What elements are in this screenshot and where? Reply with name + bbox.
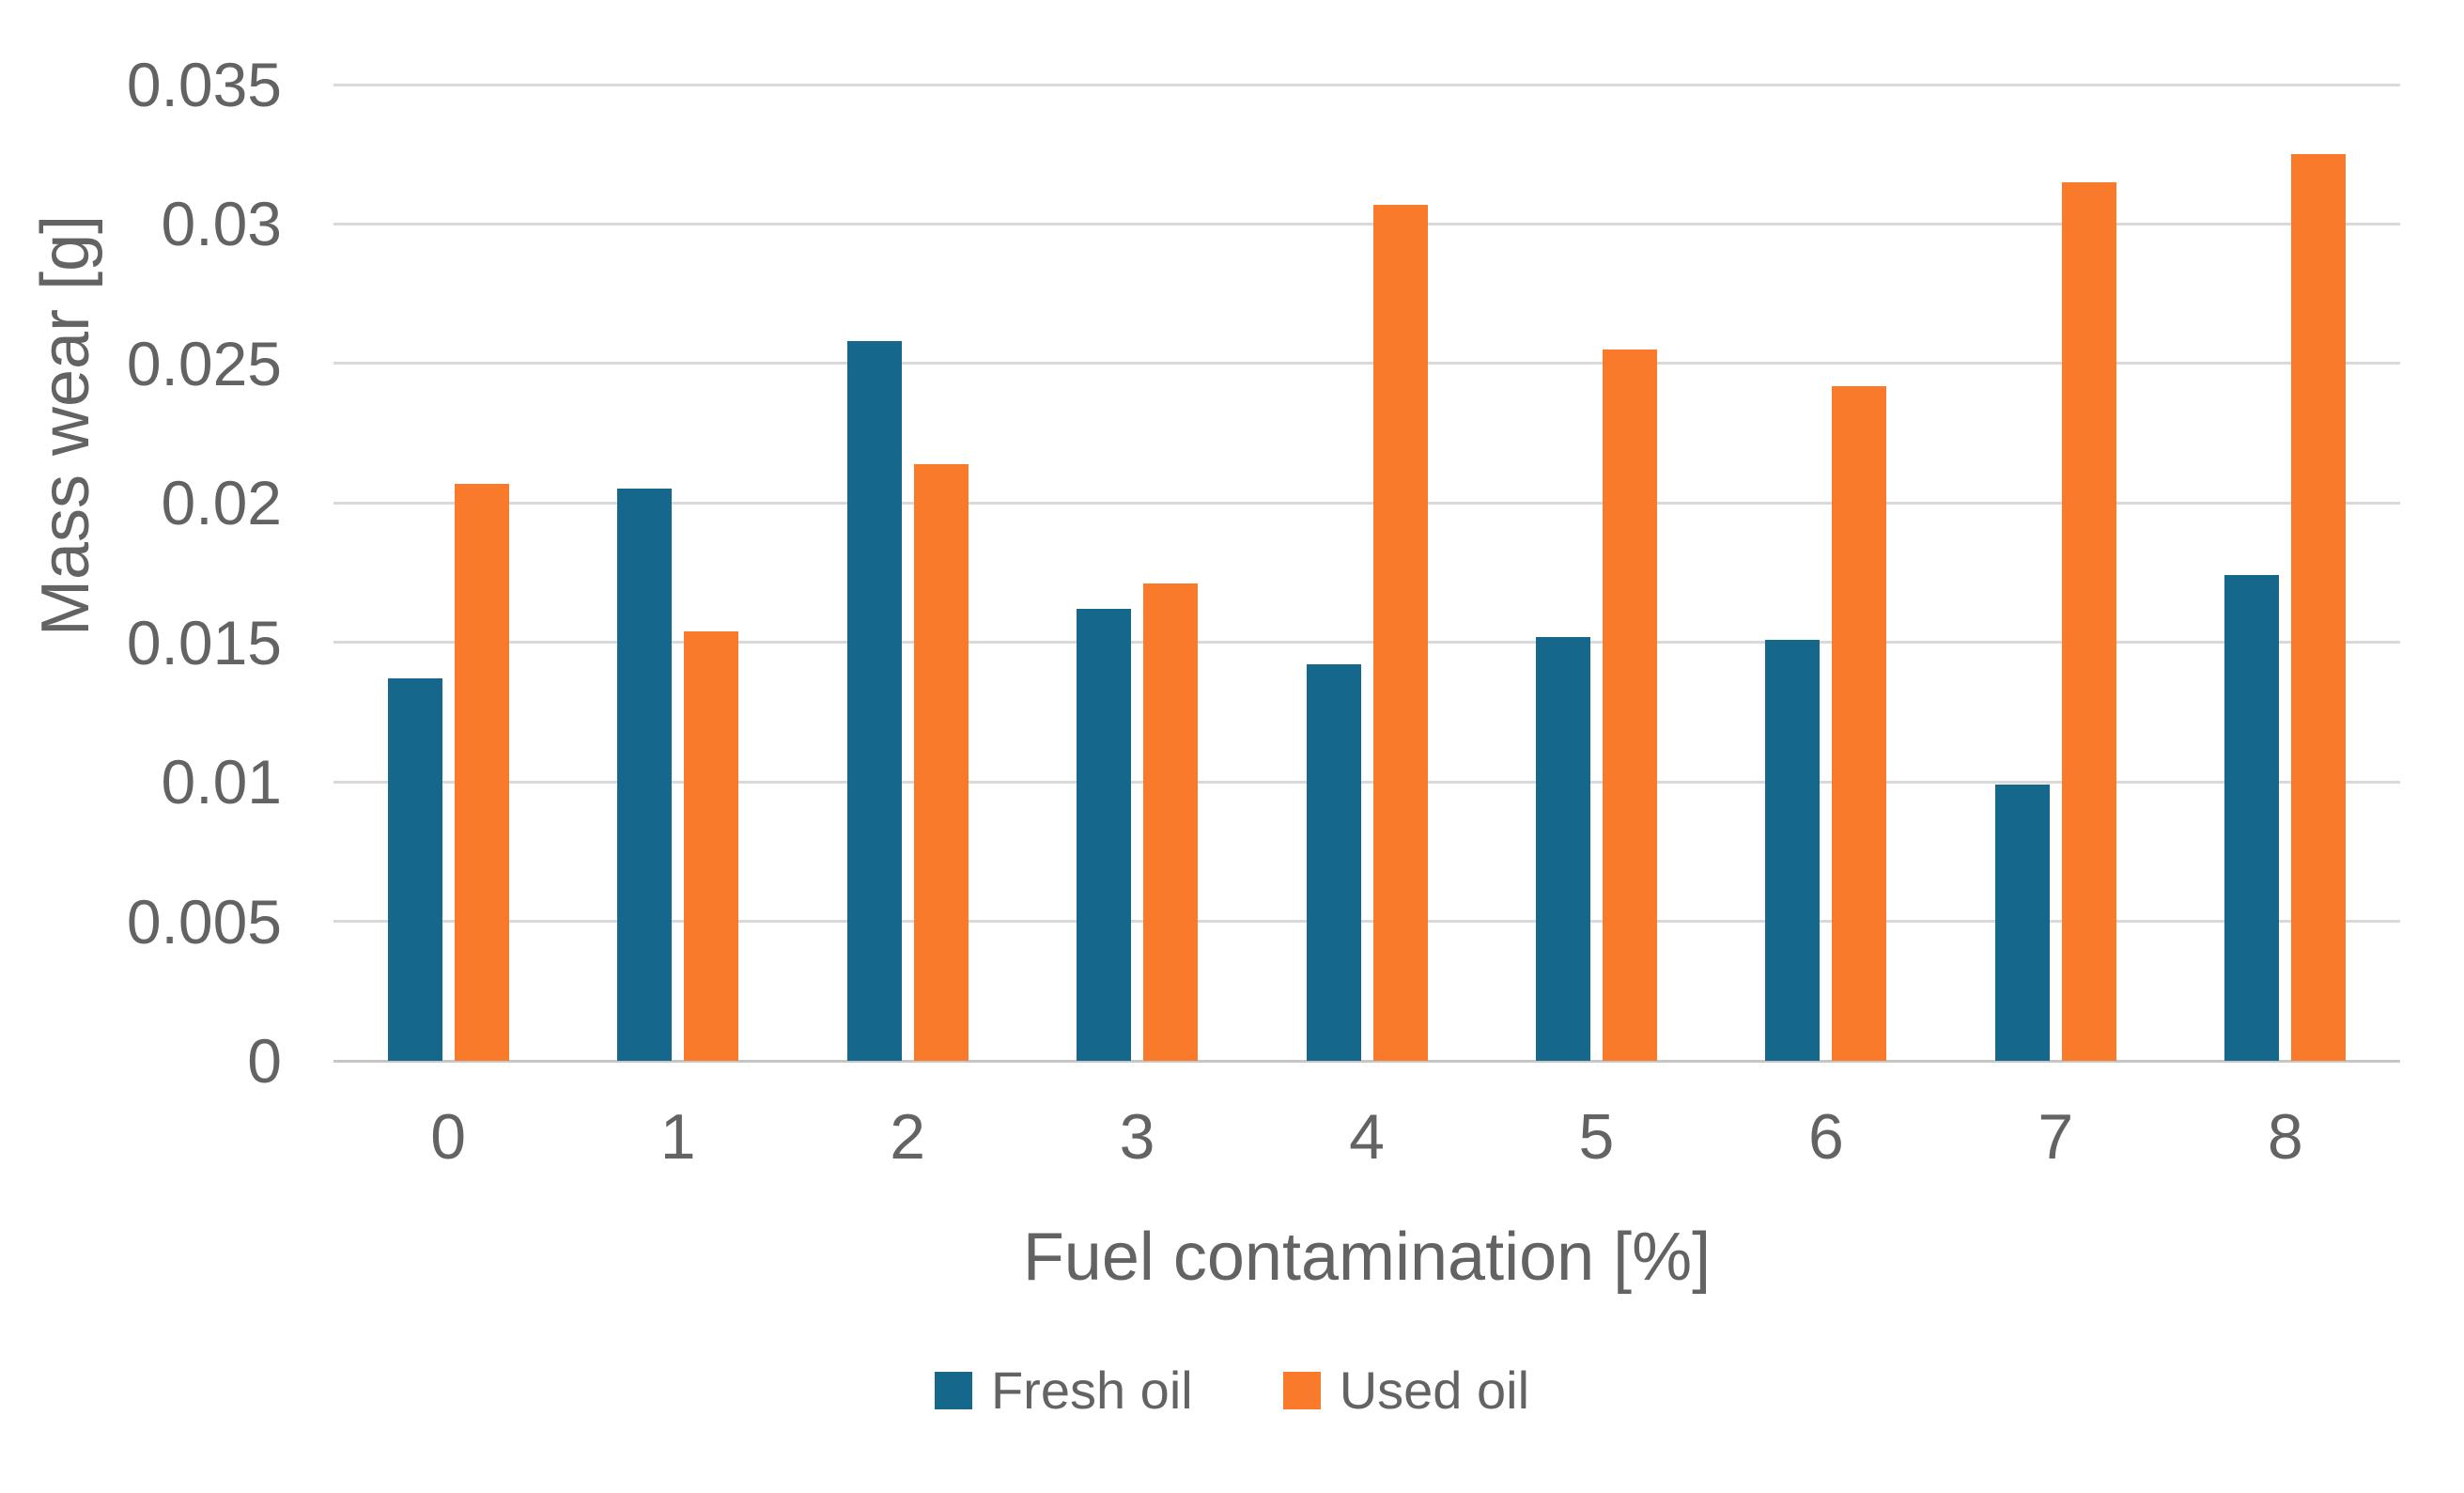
bar-used-oil-3: [1143, 583, 1199, 1061]
gridline-0.01: [333, 780, 2400, 784]
legend: Fresh oil Used oil: [0, 1364, 2464, 1417]
y-tick-label-0.035: 0.035: [126, 50, 282, 119]
y-tick-label-0.005: 0.005: [126, 886, 282, 956]
y-tick-label-0.02: 0.02: [161, 468, 282, 538]
legend-label-fresh-oil: Fresh oil: [990, 1361, 1193, 1420]
y-tick-label-0.025: 0.025: [126, 328, 282, 398]
bar-fresh-oil-7: [1994, 785, 2050, 1061]
bar-fresh-oil-8: [2224, 575, 2280, 1061]
bar-fresh-oil-2: [846, 341, 902, 1061]
bar-fresh-oil-0: [387, 678, 442, 1061]
bar-used-oil-4: [1372, 204, 1428, 1061]
x-tick-label-5: 5: [1578, 1101, 1615, 1173]
bar-used-oil-2: [913, 463, 969, 1061]
y-tick-label-0.01: 0.01: [161, 747, 282, 817]
bar-used-oil-8: [2291, 154, 2347, 1061]
gridline-0.02: [333, 501, 2400, 505]
legend-label-used-oil: Used oil: [1339, 1361, 1530, 1420]
y-tick-label-0: 0: [247, 1026, 282, 1096]
gridline-0.005: [333, 920, 2400, 924]
legend-swatch-fresh-oil: [934, 1372, 972, 1409]
legend-item-fresh-oil: Fresh oil: [934, 1361, 1193, 1420]
bar-fresh-oil-3: [1077, 609, 1132, 1061]
legend-item-used-oil: Used oil: [1282, 1361, 1530, 1420]
gridline-0.025: [333, 362, 2400, 365]
x-tick-label-0: 0: [430, 1101, 467, 1173]
bar-used-oil-0: [454, 483, 509, 1061]
bar-fresh-oil-1: [617, 489, 673, 1061]
y-tick-label-0.015: 0.015: [126, 607, 282, 677]
bar-fresh-oil-4: [1306, 664, 1361, 1061]
x-tick-label-1: 1: [659, 1101, 696, 1173]
x-axis-title: Fuel contamination [%]: [1022, 1220, 1712, 1295]
y-tick-label-0.03: 0.03: [161, 189, 282, 259]
bar-used-oil-5: [1602, 350, 1657, 1061]
bar-used-oil-6: [1832, 385, 1887, 1061]
bar-used-oil-7: [2061, 181, 2116, 1061]
gridline-0.03: [333, 222, 2400, 226]
x-tick-label-7: 7: [2038, 1101, 2074, 1173]
bar-used-oil-1: [684, 630, 739, 1061]
gridline-0.035: [333, 83, 2400, 86]
x-tick-label-8: 8: [2267, 1101, 2303, 1173]
bar-fresh-oil-6: [1765, 639, 1821, 1061]
x-tick-label-6: 6: [1807, 1101, 1844, 1173]
gridline-0.015: [333, 641, 2400, 645]
x-tick-label-2: 2: [890, 1101, 926, 1173]
x-tick-label-3: 3: [1119, 1101, 1155, 1173]
bar-fresh-oil-5: [1535, 636, 1590, 1061]
legend-swatch-used-oil: [1282, 1372, 1321, 1409]
gridline-0: [333, 1059, 2400, 1063]
x-tick-label-4: 4: [1349, 1101, 1385, 1173]
